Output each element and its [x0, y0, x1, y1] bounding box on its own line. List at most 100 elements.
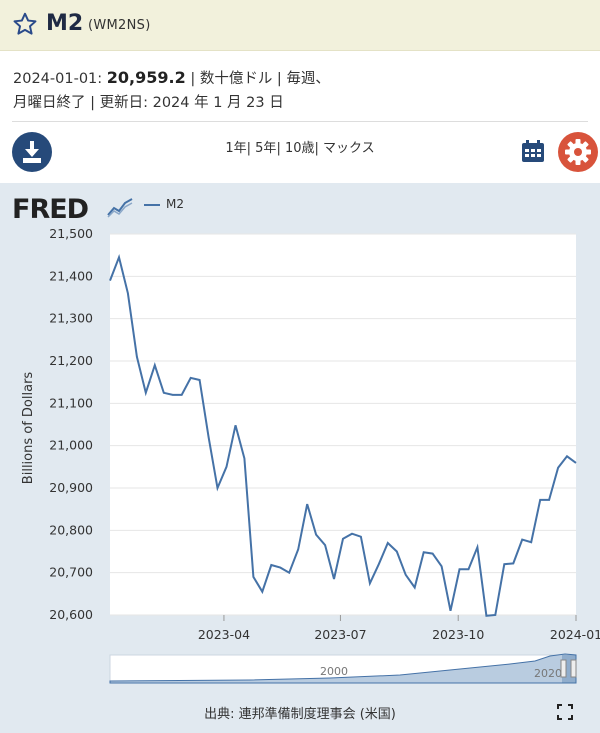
- navigator-handle-right[interactable]: [570, 659, 577, 678]
- data-point[interactable]: [573, 460, 579, 466]
- range-1y[interactable]: 1年: [225, 141, 247, 156]
- data-point[interactable]: [197, 377, 203, 383]
- navigator-label-2020: 2020: [534, 667, 562, 680]
- data-point[interactable]: [510, 560, 516, 566]
- y-tick-label: 21,000: [49, 438, 93, 453]
- data-point[interactable]: [286, 570, 292, 576]
- data-point[interactable]: [233, 422, 239, 428]
- data-point[interactable]: [394, 549, 400, 555]
- data-point[interactable]: [134, 354, 140, 360]
- legend-item[interactable]: M2: [144, 197, 184, 211]
- data-point[interactable]: [340, 536, 346, 542]
- data-point[interactable]: [385, 540, 391, 546]
- data-point[interactable]: [206, 434, 212, 440]
- x-tick-label: 2023-10: [432, 627, 484, 642]
- gear-icon: [565, 139, 591, 165]
- series-header: M2 (WM2NS): [0, 0, 600, 51]
- navigator-label-2000: 2000: [320, 665, 348, 678]
- y-tick-label: 20,700: [49, 565, 93, 580]
- data-point[interactable]: [546, 497, 552, 503]
- data-point[interactable]: [349, 531, 355, 537]
- data-point[interactable]: [439, 563, 445, 569]
- data-point[interactable]: [519, 537, 525, 543]
- data-point[interactable]: [313, 532, 319, 538]
- y-tick-label: 20,600: [49, 607, 93, 622]
- fullscreen-icon[interactable]: [557, 704, 573, 720]
- data-point[interactable]: [367, 580, 373, 586]
- star-icon[interactable]: [12, 11, 38, 37]
- y-tick-label: 21,300: [49, 311, 93, 326]
- data-point[interactable]: [448, 608, 454, 614]
- y-tick-label: 21,200: [49, 353, 93, 368]
- data-point[interactable]: [430, 551, 436, 557]
- data-point[interactable]: [564, 453, 570, 459]
- data-point[interactable]: [241, 455, 247, 461]
- data-point[interactable]: [537, 497, 543, 503]
- navigator-series: [109, 653, 577, 684]
- data-point[interactable]: [358, 534, 364, 540]
- series-meta: 2024-01-01: 20,959.2 | 数十億ドル | 毎週、 月曜日終了…: [13, 66, 583, 115]
- range-navigator[interactable]: 2000 2020: [109, 653, 577, 684]
- data-point[interactable]: [483, 613, 489, 619]
- data-point[interactable]: [421, 549, 427, 555]
- navigator-handle-left[interactable]: [560, 659, 567, 678]
- data-point[interactable]: [188, 375, 194, 381]
- data-point[interactable]: [528, 539, 534, 545]
- legend-swatch: [144, 203, 160, 206]
- data-point[interactable]: [304, 501, 310, 507]
- data-point[interactable]: [152, 362, 158, 368]
- divider: [12, 121, 588, 122]
- data-point[interactable]: [125, 290, 131, 296]
- data-point[interactable]: [268, 562, 274, 568]
- data-point[interactable]: [170, 392, 176, 398]
- data-point[interactable]: [107, 278, 113, 284]
- settings-button[interactable]: [558, 132, 598, 172]
- data-point[interactable]: [295, 546, 301, 552]
- series-line-m2[interactable]: [109, 253, 577, 617]
- download-button[interactable]: [12, 132, 52, 172]
- chart-toolbar: 1年| 5年| 10歳| マックス: [0, 122, 600, 182]
- range-5y[interactable]: 5年: [255, 141, 277, 156]
- chart-panel: FRED M2 21,500 21,400 21,300 21,200 21,100 21…: [0, 183, 600, 733]
- data-point[interactable]: [259, 589, 265, 595]
- legend-label: M2: [166, 197, 184, 211]
- calendar-icon[interactable]: [520, 138, 546, 164]
- page-title: M2: [46, 11, 84, 36]
- data-point[interactable]: [179, 392, 185, 398]
- data-point[interactable]: [277, 565, 283, 571]
- download-icon: [23, 141, 41, 163]
- x-tick-label: 2023-04: [198, 627, 250, 642]
- data-point[interactable]: [215, 485, 221, 491]
- date-range-links: 1年| 5年| 10歳| マックス: [225, 141, 375, 156]
- units-frequency: | 数十億ドル | 毎週、: [190, 71, 330, 87]
- range-max[interactable]: マックス: [323, 141, 375, 156]
- data-point[interactable]: [555, 465, 561, 471]
- range-10y[interactable]: 10歳: [284, 141, 315, 156]
- data-point[interactable]: [376, 561, 382, 567]
- frequency-updated: 月曜日終了 | 更新日: 2024 年 1 月 23 日: [13, 95, 284, 111]
- observation-date: 2024-01-01:: [13, 71, 103, 87]
- data-point[interactable]: [322, 542, 328, 548]
- x-tick-label: 2024-01: [550, 627, 600, 642]
- data-point[interactable]: [331, 576, 337, 582]
- series-id: (WM2NS): [88, 18, 151, 33]
- data-point[interactable]: [466, 566, 472, 572]
- data-point[interactable]: [224, 464, 230, 470]
- data-point[interactable]: [250, 574, 256, 580]
- y-tick-label: 21,500: [49, 226, 93, 241]
- y-axis-label: Billions of Dollars: [21, 372, 36, 485]
- data-point[interactable]: [474, 544, 480, 550]
- data-point[interactable]: [457, 566, 463, 572]
- fred-logo: FRED: [12, 194, 89, 225]
- data-point[interactable]: [403, 572, 409, 578]
- data-point[interactable]: [116, 254, 122, 260]
- data-point[interactable]: [501, 561, 507, 567]
- data-point[interactable]: [492, 612, 498, 618]
- source-credit: 出典: 連邦準備制度理事会 (米国): [204, 707, 396, 722]
- line-chart[interactable]: 21,500 21,400 21,300 21,200 21,100 21,000 20,9…: [0, 183, 600, 703]
- data-point[interactable]: [143, 390, 149, 396]
- data-point[interactable]: [412, 585, 418, 591]
- y-tick-label: 20,900: [49, 480, 93, 495]
- y-tick-label: 21,100: [49, 395, 93, 410]
- data-point[interactable]: [161, 390, 167, 396]
